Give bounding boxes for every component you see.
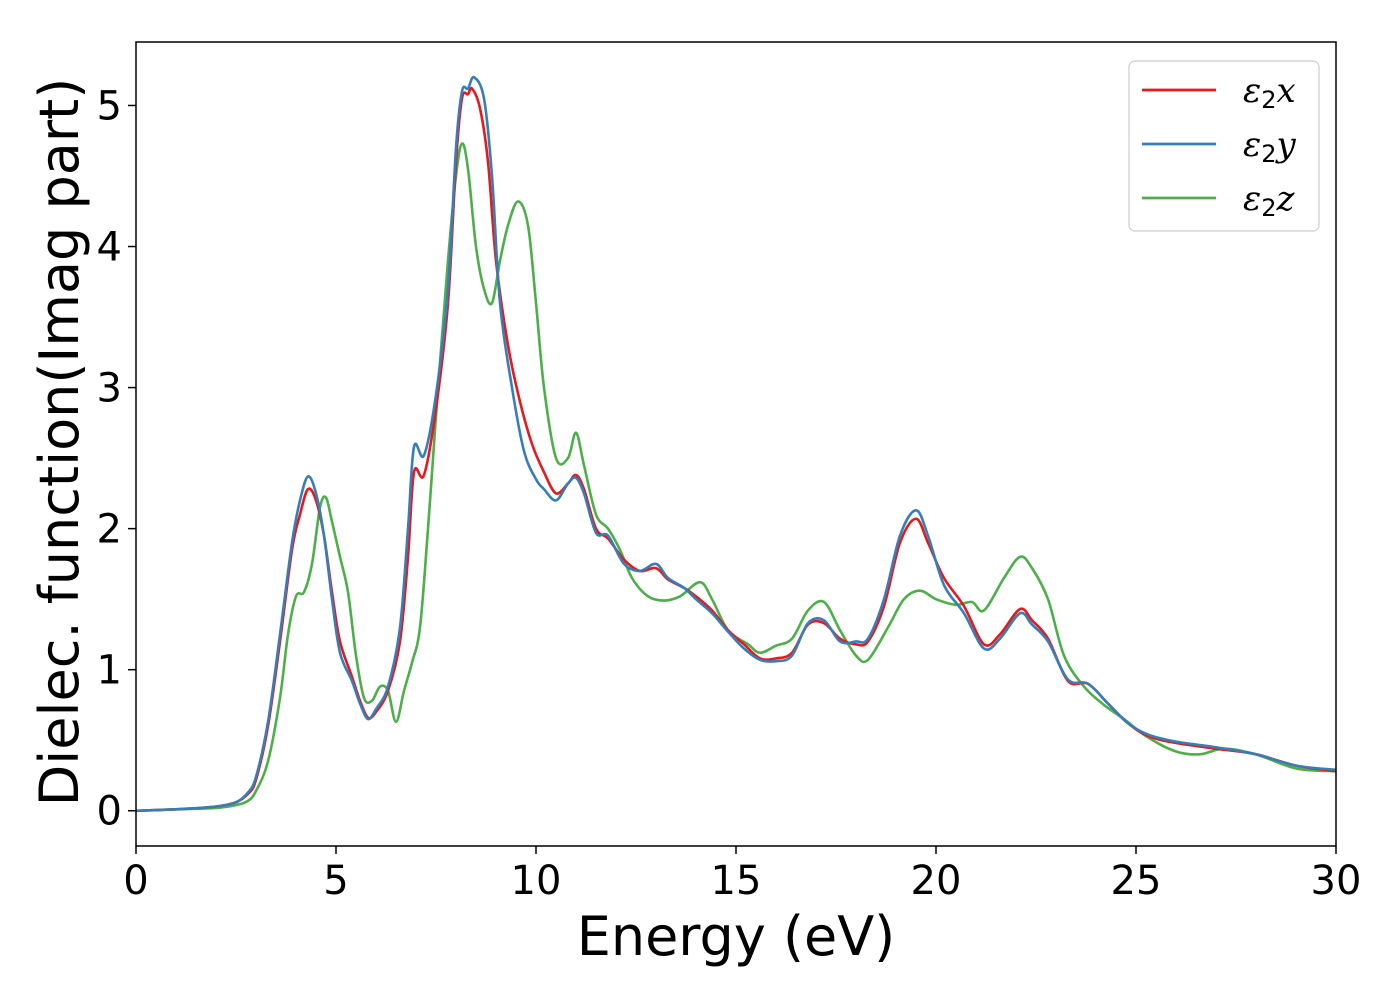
y-tick-label: 3 bbox=[97, 366, 122, 412]
legend-item-x: ε2x bbox=[1142, 71, 1296, 114]
series-line-z bbox=[136, 142, 1336, 813]
x-tick-label: 25 bbox=[1111, 858, 1162, 904]
x-tick-label: 20 bbox=[911, 858, 962, 904]
series-line-y bbox=[136, 75, 1336, 813]
x-tick-label: 5 bbox=[323, 858, 348, 904]
legend-label: ε2z bbox=[1243, 179, 1296, 222]
x-tick-label: 10 bbox=[511, 858, 562, 904]
x-tick-label: 30 bbox=[1311, 858, 1362, 904]
y-axis: 0 1 2 3 4 5 bbox=[97, 83, 136, 835]
legend-label: ε2y bbox=[1243, 125, 1297, 168]
y-tick-label: 2 bbox=[97, 507, 122, 553]
y-axis-title: Dielec. function(Imag part) bbox=[28, 78, 91, 807]
legend-item-y: ε2y bbox=[1142, 125, 1297, 168]
x-axis-title: Energy (eV) bbox=[577, 905, 896, 968]
x-tick-label: 0 bbox=[123, 858, 148, 904]
x-tick-label: 15 bbox=[711, 858, 762, 904]
y-tick-label: 4 bbox=[97, 225, 122, 271]
x-axis: 0 5 10 15 20 25 30 bbox=[123, 846, 1361, 904]
legend-box bbox=[1128, 60, 1320, 232]
legend-item-z: ε2z bbox=[1142, 179, 1296, 222]
y-tick-label: 0 bbox=[97, 789, 122, 835]
legend: ε2x ε2y ε2z bbox=[1128, 60, 1320, 232]
plot-area bbox=[136, 75, 1336, 813]
y-tick-label: 1 bbox=[97, 648, 122, 694]
y-tick-label: 5 bbox=[97, 83, 122, 129]
legend-label: ε2x bbox=[1243, 71, 1296, 114]
